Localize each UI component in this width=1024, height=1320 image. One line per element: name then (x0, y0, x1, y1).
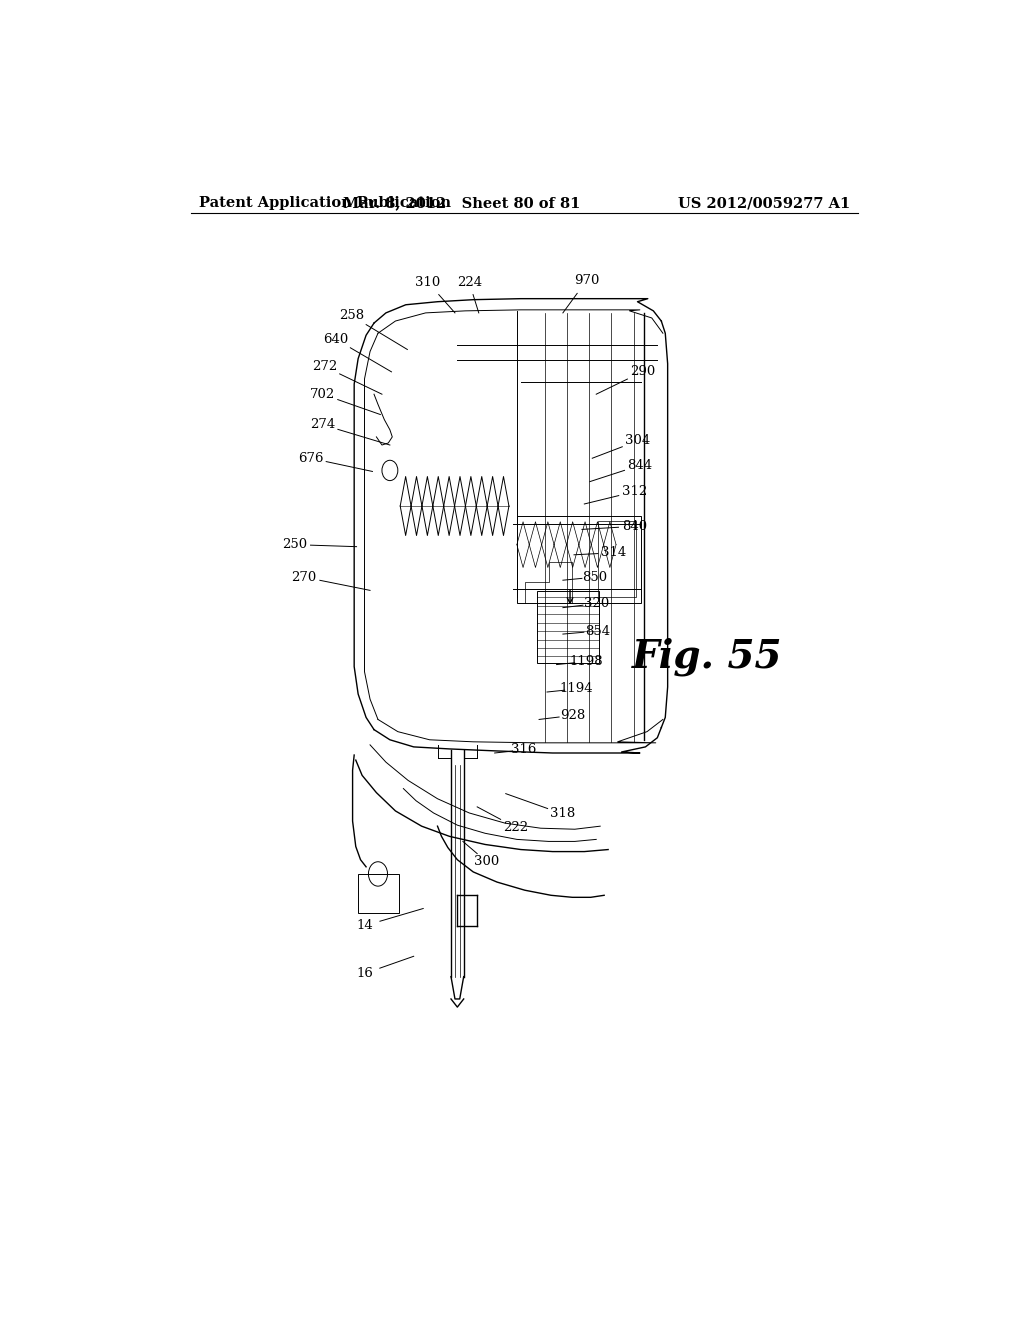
Text: 290: 290 (630, 366, 655, 379)
Text: 250: 250 (282, 539, 307, 552)
Text: US 2012/0059277 A1: US 2012/0059277 A1 (678, 195, 850, 210)
Text: 320: 320 (584, 597, 609, 610)
Text: 310: 310 (416, 276, 440, 289)
Text: 844: 844 (628, 459, 652, 471)
Text: 304: 304 (625, 434, 650, 447)
Text: 316: 316 (511, 743, 536, 756)
Text: 702: 702 (310, 388, 335, 401)
Text: 1198: 1198 (570, 655, 603, 668)
Text: 222: 222 (503, 821, 527, 834)
Text: 272: 272 (312, 360, 338, 374)
Text: 928: 928 (560, 709, 585, 722)
Text: 224: 224 (457, 276, 482, 289)
Bar (537, 591, 599, 663)
Text: 840: 840 (622, 520, 647, 533)
Text: 854: 854 (586, 624, 610, 638)
Text: 640: 640 (324, 333, 348, 346)
Bar (358, 874, 399, 912)
Text: 300: 300 (474, 855, 500, 869)
Text: 312: 312 (622, 486, 647, 498)
Text: 16: 16 (356, 968, 373, 979)
Text: 258: 258 (339, 309, 365, 322)
Bar (598, 521, 636, 598)
Text: Mar. 8, 2012   Sheet 80 of 81: Mar. 8, 2012 Sheet 80 of 81 (343, 195, 580, 210)
Text: 318: 318 (550, 808, 575, 821)
Bar (517, 516, 641, 602)
Text: Patent Application Publication: Patent Application Publication (200, 195, 452, 210)
Text: 676: 676 (298, 451, 324, 465)
Text: 274: 274 (310, 418, 335, 432)
Text: 14: 14 (356, 919, 373, 932)
Text: 270: 270 (292, 570, 316, 583)
Text: Fig. 55: Fig. 55 (632, 638, 782, 676)
Text: 850: 850 (582, 570, 607, 583)
Text: 1194: 1194 (559, 682, 593, 696)
Text: 970: 970 (574, 273, 599, 286)
Text: 314: 314 (601, 546, 627, 560)
